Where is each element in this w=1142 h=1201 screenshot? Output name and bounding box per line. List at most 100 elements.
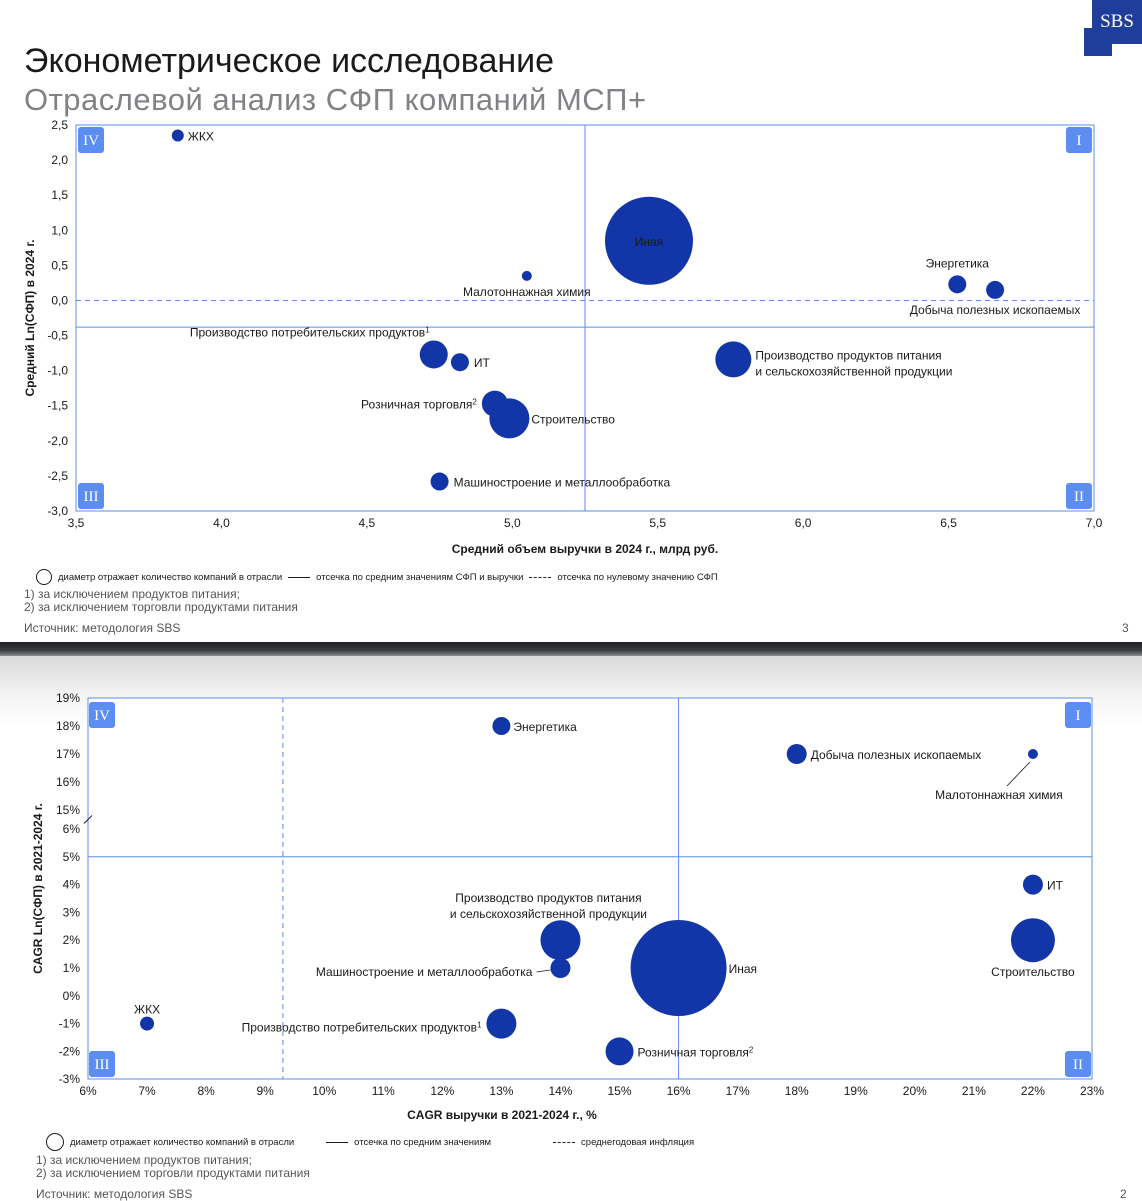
tfp-revenue-bubble-chart: 2,5 2,0 1,5 1,0 0,5 0,0 -0,5 -1,0 -1,5 -2,0 -2,5 -3… <box>23 118 1103 556</box>
y-tick-label: -1,0 <box>47 364 68 378</box>
y-tick-label: 2% <box>63 933 81 947</box>
footnote-2: 2) за исключением торговли продуктами пи… <box>24 600 298 614</box>
point-label-энергетика: Энергетика <box>926 256 990 270</box>
point-label-розничная-торговля: Розничная торговля2 <box>361 397 477 412</box>
bubble-жкх <box>171 129 184 142</box>
y-tick-label: 18% <box>56 719 80 733</box>
x-tick-label: 17% <box>726 1084 750 1098</box>
x-tick-label: 15% <box>608 1084 632 1098</box>
page-number: 2 <box>1120 1187 1127 1201</box>
point-label-розничная-торговля: Розничная торговля2 <box>638 1045 754 1060</box>
point-label-строительство: Строительство <box>531 412 615 426</box>
x-tick-label: 18% <box>785 1084 809 1098</box>
dashed-line-legend-icon <box>553 1141 576 1143</box>
y-tick-label: -2,0 <box>47 434 68 448</box>
point-label-энергетика: Энергетика <box>513 720 577 734</box>
x-tick-label: 14% <box>548 1084 572 1098</box>
dashed-line-legend-icon <box>529 576 552 578</box>
y-tick-label: 4% <box>63 878 81 892</box>
x-tick-label: 23% <box>1080 1084 1104 1098</box>
point-label-иная: Иная <box>729 962 757 976</box>
quadrant-III-box <box>78 483 104 509</box>
x-tick-label: 16% <box>667 1084 691 1098</box>
bubble-ит <box>450 353 469 372</box>
x-tick-label: 7,0 <box>1086 516 1103 530</box>
point-label-строительство: Строительство <box>991 965 1075 979</box>
point-label-производство-продуктов-питания: Производство продуктов питания <box>755 348 941 362</box>
bubble-машиностроение-и-металлообработка <box>550 958 571 978</box>
plot-frame <box>87 697 1093 1080</box>
legend-bubble-label: диаметр отражает количество компаний в о… <box>70 1136 295 1148</box>
quadrant-II-label: II <box>1073 1057 1083 1073</box>
x-tick-label: 8% <box>197 1084 215 1098</box>
legend-dashed-label: отсечка по нулевому значению СФП <box>557 571 718 583</box>
quadrant-IV-label: IV <box>83 133 99 149</box>
bubble-производство-потребительских-продуктов <box>419 340 448 369</box>
x-tick-label: 4,0 <box>213 516 230 530</box>
slide-3: SBS Эконометрическое исследование Отрасл… <box>23 0 1142 635</box>
point-label-малотоннажная-химия: Малотоннажная химия <box>935 788 1063 802</box>
point-label-добыча-полезных-ископаемых: Добыча полезных ископаемых <box>811 748 982 762</box>
y-tick-label: 0% <box>63 989 81 1003</box>
x-tick-label: 5,5 <box>649 516 666 530</box>
y-tick-label: 19% <box>56 691 80 705</box>
x-tick-label: 12% <box>430 1084 454 1098</box>
y-tick-label: 1,0 <box>51 223 68 237</box>
point-label-line2: и сельскохозяйственной продукции <box>450 907 647 921</box>
quadrant-IV-box <box>89 702 115 728</box>
x-tick-label: 4,5 <box>359 516 376 530</box>
bubble-добыча-полезных-ископаемых <box>986 280 1005 299</box>
point-label-малотоннажная-химия: Малотоннажная химия <box>463 285 591 299</box>
point-label-жкх: ЖКХ <box>134 1003 160 1017</box>
y-tick-label: 2,0 <box>51 153 68 167</box>
x-tick-label: 5,0 <box>504 516 521 530</box>
quadrant-I-label: I <box>1076 708 1081 724</box>
source-note: Источник: методология SBS <box>36 1187 193 1201</box>
footnote-2: 2) за исключением торговли продуктами пи… <box>36 1166 310 1180</box>
bubble-розничная-торговля <box>605 1037 634 1066</box>
x-axis-title: Средний объем выручки в 2024 г., млрд ру… <box>452 542 718 556</box>
y-tick-label: -2% <box>59 1044 81 1058</box>
point-label-line2: и сельскохозяйственной продукции <box>755 364 952 378</box>
x-tick-label: 11% <box>372 1084 395 1098</box>
quadrant-IV-label: IV <box>94 708 110 724</box>
x-tick-label: 6,5 <box>940 516 957 530</box>
y-tick-label: 1% <box>63 961 81 975</box>
point-label-жкх: ЖКХ <box>188 130 214 144</box>
y-tick-label: 1,5 <box>51 188 68 202</box>
sbs-logo: SBS <box>1092 0 1142 44</box>
page-title: Эконометрическое исследование <box>24 42 555 80</box>
x-axis-title: CAGR выручки в 2021-2024 г., % <box>407 1108 597 1122</box>
bubble-производство-потребительских-продуктов <box>486 1008 517 1039</box>
point-label-добыча-полезных-ископаемых: Добыча полезных ископаемых <box>910 303 1081 317</box>
y-tick-label: -2,5 <box>47 469 68 483</box>
x-tick-label: 21% <box>962 1084 986 1098</box>
y-axis-title: Средний Ln(СФП) в 2024 г. <box>23 239 37 396</box>
x-tick-label: 20% <box>903 1084 927 1098</box>
leader-line <box>1006 761 1031 787</box>
legend-dashed-label: среднегодовая инфляция <box>581 1136 695 1148</box>
quadrant-II-box <box>1065 1051 1091 1077</box>
x-tick-label: 9% <box>257 1084 275 1098</box>
cagr-bubble-chart: 19%18%17%16%15%6%5%4%3%2%1%0%-1%-2%-3%6%… <box>31 691 1104 1122</box>
x-tick-label: 22% <box>1021 1084 1045 1098</box>
footnote-1: 1) за исключением продуктов питания; <box>24 587 240 601</box>
solid-line-legend-icon <box>288 576 311 578</box>
legend: диаметр отражает количество компаний в о… <box>46 1133 694 1151</box>
legend-bubble-label: диаметр отражает количество компаний в о… <box>58 571 283 583</box>
bubble-малотоннажная-химия <box>1027 749 1038 759</box>
page-number: 3 <box>1122 621 1129 635</box>
y-tick-label: -0,5 <box>47 329 68 343</box>
y-tick-label: 0,0 <box>51 293 68 307</box>
bubble-иная <box>630 920 727 1016</box>
bubble-энергетика <box>948 275 967 294</box>
slide-2: 19% 18% 17% 16% 15% 6% 5% 4% 3% 2% 1% 0% -1% -2% -3% 6%… <box>0 656 1142 1201</box>
bubble-ит <box>1022 874 1043 895</box>
bubble-иная <box>604 196 693 285</box>
x-tick-label: 19% <box>844 1084 868 1098</box>
bubble-добыча-полезных-ископаемых <box>786 744 807 764</box>
point-label-ит: ИТ <box>474 356 491 370</box>
y-tick-label: -3,0 <box>47 504 68 518</box>
bubble-энергетика <box>492 717 511 735</box>
bubble-малотоннажная-химия <box>521 270 532 281</box>
